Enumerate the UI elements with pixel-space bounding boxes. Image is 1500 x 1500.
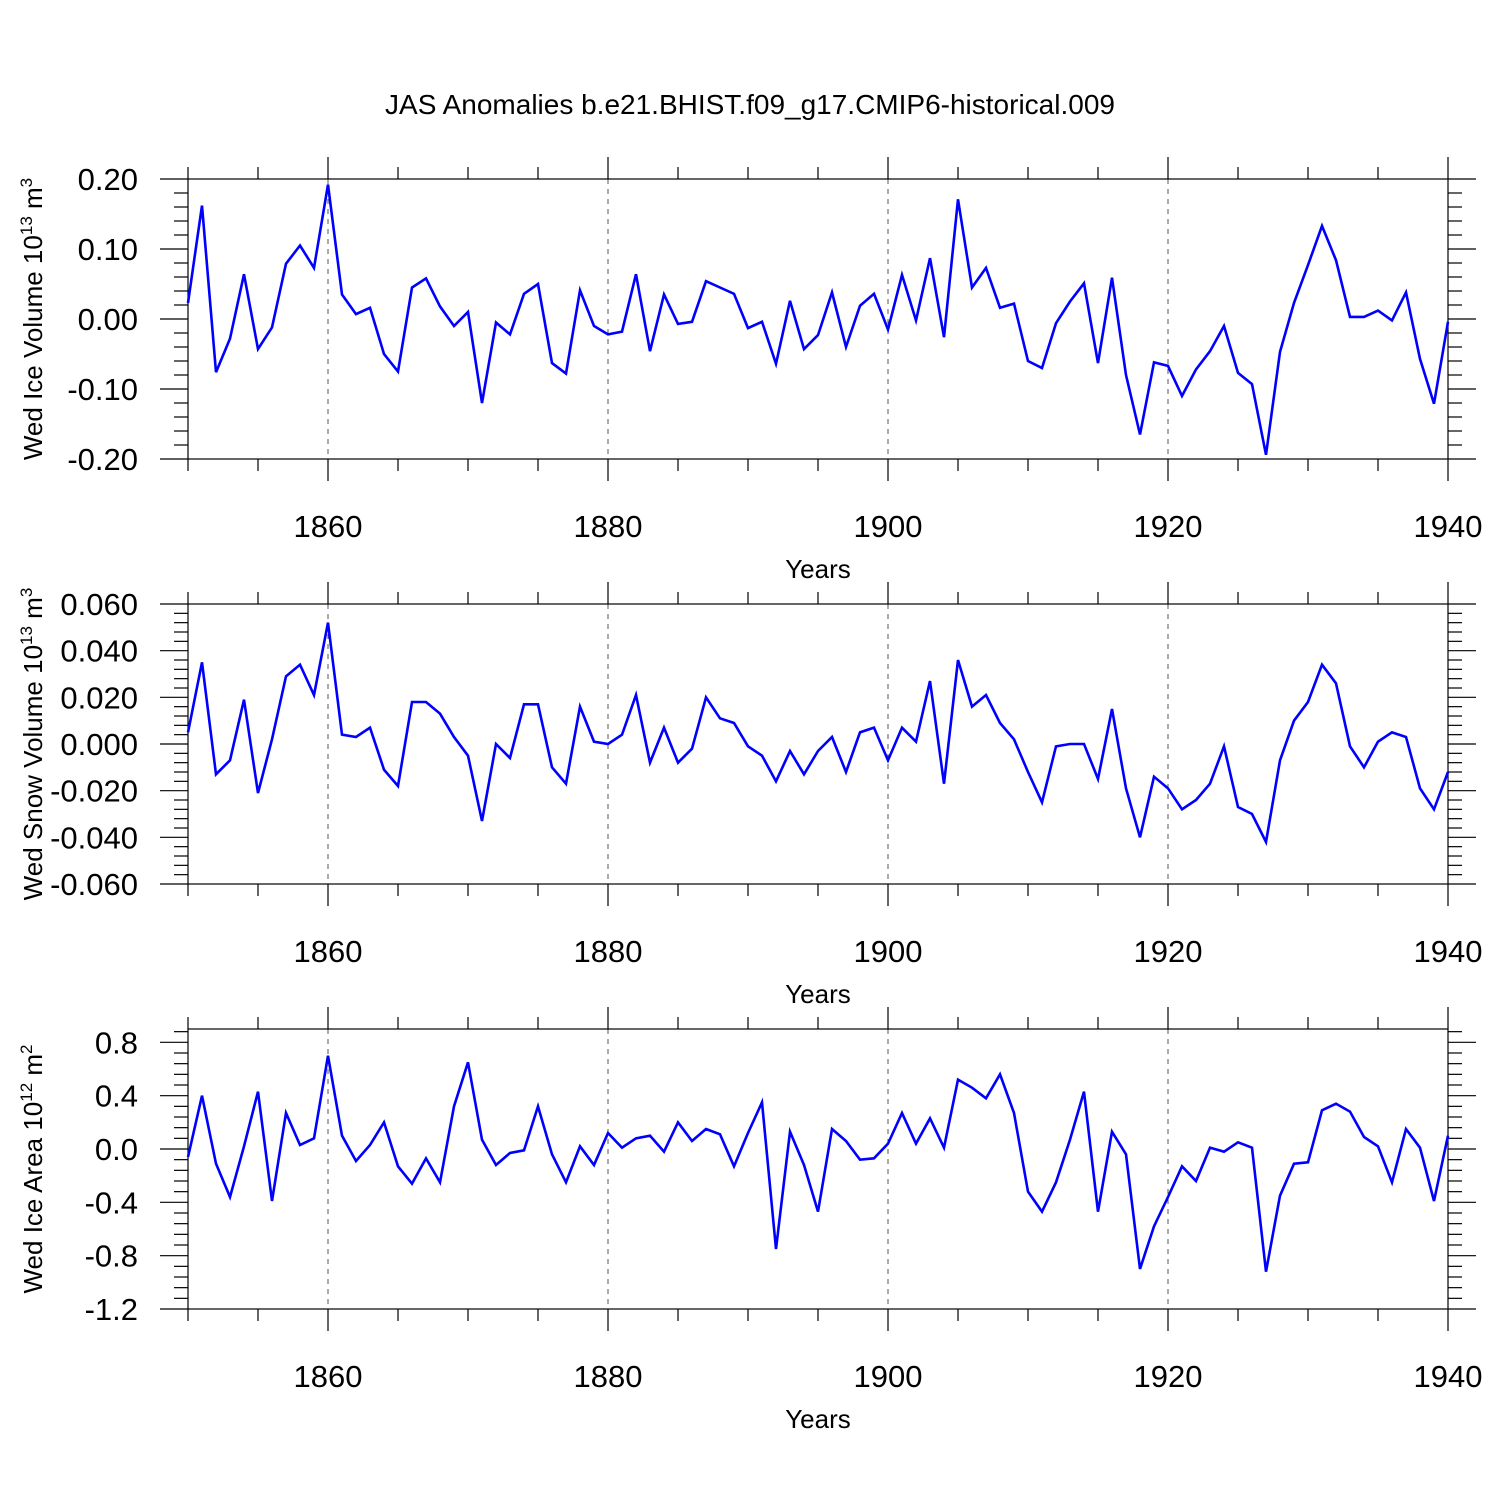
x-tick-label: 1860 bbox=[294, 509, 363, 544]
y-tick-label: -0.060 bbox=[50, 867, 138, 902]
y-tick-label: -0.4 bbox=[85, 1185, 138, 1220]
chart-panel-2: 1860 1880 1900 1920 1940 Years -0.060 -0.040 -0.… bbox=[17, 582, 1482, 1009]
series-line-1 bbox=[186, 184, 1450, 456]
x-tick-label: 1900 bbox=[854, 509, 923, 544]
series-line-1 bbox=[186, 622, 1450, 847]
figure-title: JAS Anomalies b.e21.BHIST.f09_g17.CMIP6-… bbox=[385, 89, 1115, 120]
x-axis-label: Years bbox=[785, 979, 851, 1009]
x-tick-label: 1880 bbox=[574, 1359, 643, 1394]
y-axis-label-text: Wed Snow Volume 10 bbox=[18, 645, 48, 900]
y-tick-label: -0.8 bbox=[85, 1239, 138, 1274]
y-axis-label-text: Wed Ice Volume 10 bbox=[18, 235, 48, 460]
y-axis-label-unit: m bbox=[18, 1054, 48, 1083]
x-tick-label: 1880 bbox=[574, 509, 643, 544]
y-tick-label: -0.10 bbox=[67, 372, 138, 407]
x-tick-label: 1940 bbox=[1414, 1359, 1483, 1394]
y-axis-label: Wed Snow Volume 1013 m3 bbox=[17, 588, 48, 901]
plot-frame bbox=[187, 603, 1449, 885]
y-axis-label: Wed Ice Volume 1013 m3 bbox=[17, 178, 48, 460]
y-tick-label: 0.00 bbox=[78, 302, 138, 337]
x-axis-label: Years bbox=[785, 554, 851, 584]
x-tick-label: 1920 bbox=[1134, 509, 1203, 544]
chart-panel-1: 1860 1880 1900 1920 1940 Years -0.20 -0.10 0.00 0… bbox=[17, 157, 1482, 584]
x-tick-label: 1940 bbox=[1414, 934, 1483, 969]
x-tick-label: 1860 bbox=[294, 934, 363, 969]
y-tick-label: 0.000 bbox=[60, 727, 138, 762]
y-axis-label-unit-exponent: 2 bbox=[17, 1044, 36, 1053]
series-line-1 bbox=[186, 1055, 1450, 1272]
plot-frame bbox=[187, 1028, 1449, 1310]
y-axis-label-exponent: 12 bbox=[17, 1083, 36, 1102]
y-tick-label: 0.020 bbox=[60, 680, 138, 715]
x-tick-label: 1880 bbox=[574, 934, 643, 969]
y-tick-label: -0.020 bbox=[50, 774, 138, 809]
y-axis-label-unit: m bbox=[18, 597, 48, 626]
y-axis-label: Wed Ice Area 1012 m2 bbox=[17, 1044, 48, 1293]
y-axis-label-text: Wed Ice Area 10 bbox=[18, 1102, 48, 1294]
x-tick-label: 1900 bbox=[854, 1359, 923, 1394]
y-axis-label-unit-exponent: 3 bbox=[17, 588, 36, 597]
y-tick-label: -0.20 bbox=[67, 442, 138, 477]
x-tick-label: 1920 bbox=[1134, 934, 1203, 969]
y-tick-label: 0.10 bbox=[78, 232, 138, 267]
y-tick-label: 0.060 bbox=[60, 587, 138, 622]
y-axis-label-exponent: 13 bbox=[17, 626, 36, 645]
y-tick-label: 0.0 bbox=[95, 1132, 138, 1167]
chart-panels: 1860 1880 1900 1920 1940Years-0.20-0.100.000… bbox=[17, 157, 1482, 1434]
y-tick-label: 0.8 bbox=[95, 1025, 138, 1060]
x-tick-label: 1940 bbox=[1414, 509, 1483, 544]
x-tick-label: 1920 bbox=[1134, 1359, 1203, 1394]
x-tick-label: 1900 bbox=[854, 934, 923, 969]
y-tick-label: -0.040 bbox=[50, 820, 138, 855]
y-tick-label: 0.20 bbox=[78, 162, 138, 197]
y-axis-label-unit: m bbox=[18, 187, 48, 216]
y-tick-label: 0.040 bbox=[60, 634, 138, 669]
x-tick-label: 1860 bbox=[294, 1359, 363, 1394]
x-axis-label: Years bbox=[785, 1404, 851, 1434]
y-axis-label-exponent: 13 bbox=[17, 216, 36, 235]
y-tick-label: 0.4 bbox=[95, 1079, 138, 1114]
y-axis-label-unit-exponent: 3 bbox=[17, 178, 36, 187]
chart-panel-3: 1860 1880 1900 1920 1940 Years -1.2 -0.8 -0.4 0.0… bbox=[17, 1007, 1482, 1434]
y-tick-label: -1.2 bbox=[85, 1292, 138, 1327]
